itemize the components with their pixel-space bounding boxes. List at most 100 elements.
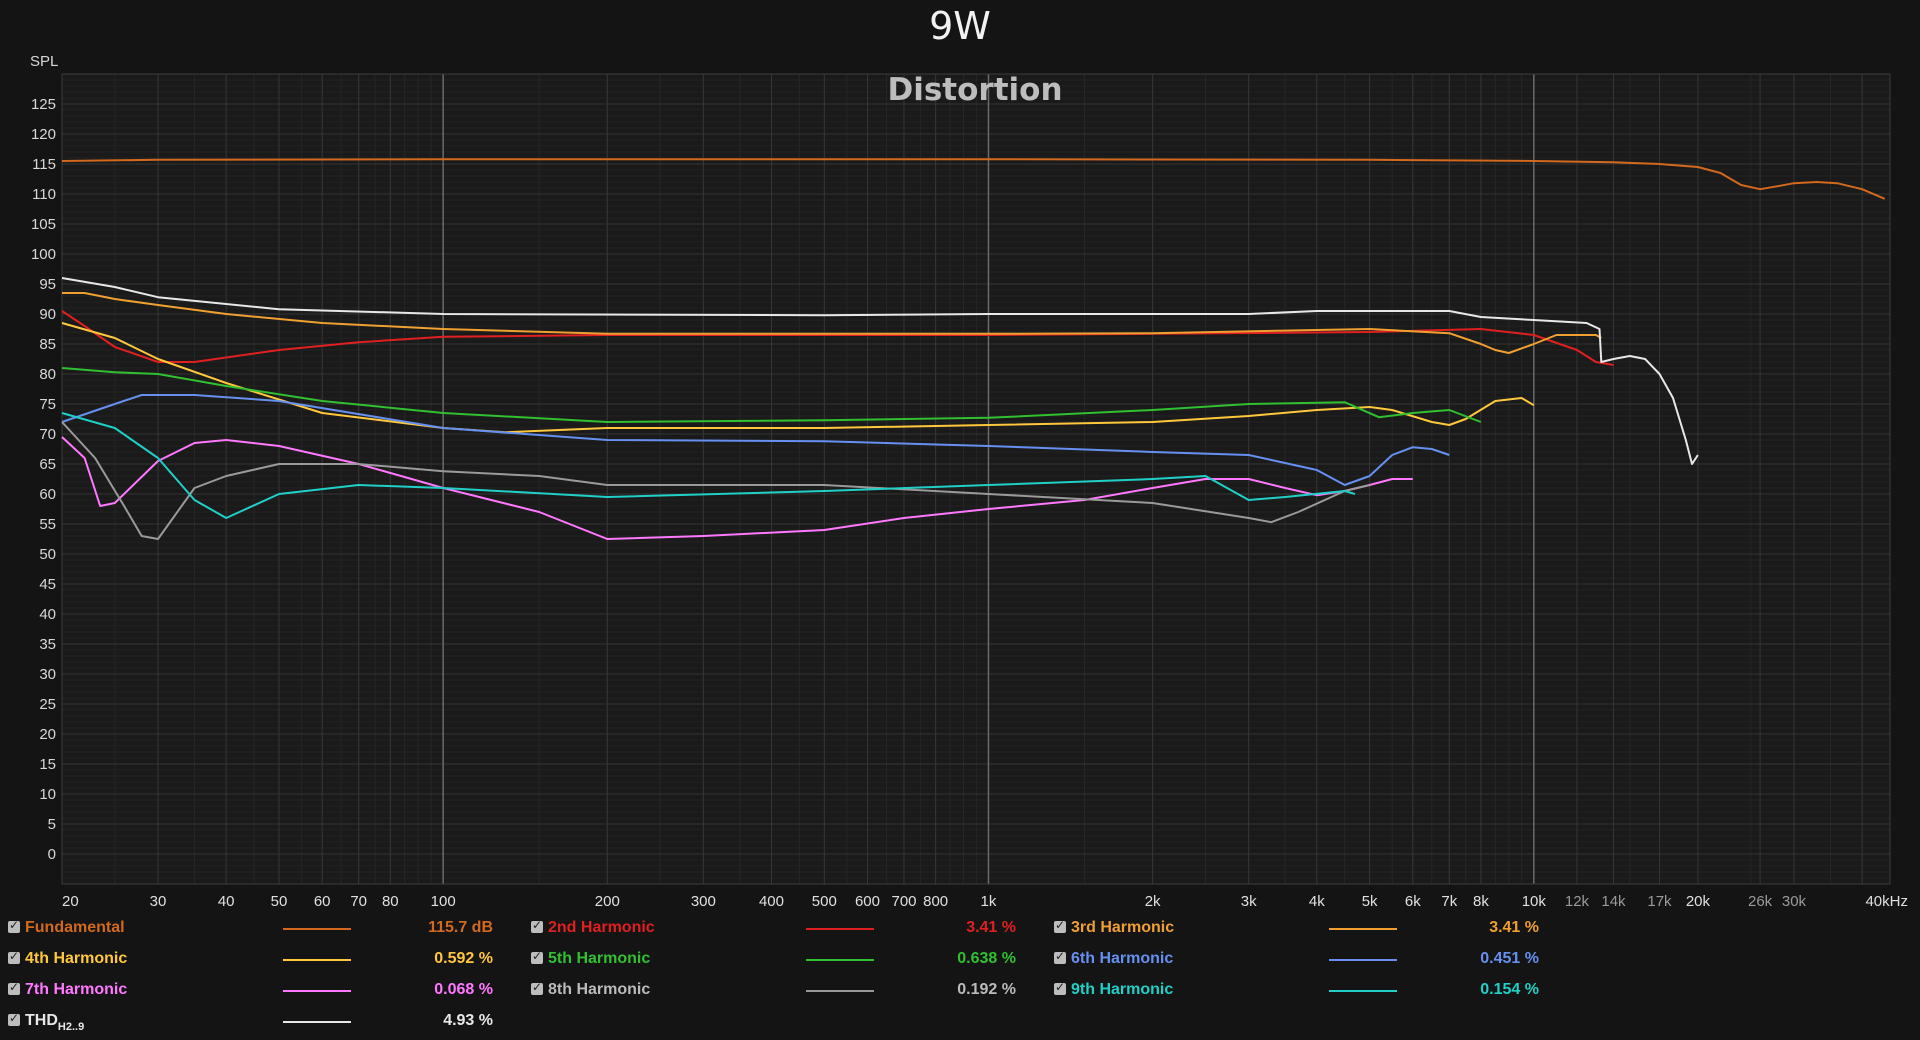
legend-checkbox[interactable] (531, 949, 543, 964)
legend-item: Fundamental 115.7 dB (8, 916, 528, 940)
legend-swatch (283, 990, 351, 992)
legend-item: THDH2..9 4.93 % (8, 1009, 528, 1033)
x-tick-label: 80 (382, 893, 399, 910)
legend-label-text: 8th Harmonic (548, 981, 651, 998)
series-line-4th-harmonic (61, 322, 1535, 434)
legend-swatch (806, 928, 874, 930)
series-line-3rd-harmonic (62, 292, 1602, 354)
legend-label: 3rd Harmonic (1071, 919, 1174, 937)
y-tick-label: 105 (31, 216, 56, 233)
legend-swatch (283, 959, 351, 961)
legend-value: 115.7 dB (428, 919, 493, 936)
legend-item: 7th Harmonic 0.068 % (8, 978, 528, 1002)
y-tick-label: 5 (48, 816, 56, 833)
x-tick-label: 6k (1405, 893, 1421, 910)
legend-item: 5th Harmonic 0.638 % (531, 947, 1051, 971)
x-tick-label: 12k (1565, 893, 1590, 910)
x-tick-label: 500 (812, 893, 837, 910)
legend-label: THDH2..9 (25, 1012, 85, 1033)
legend-checkbox[interactable] (531, 980, 543, 995)
x-tick-label: 30 (150, 893, 167, 910)
y-tick-label: 45 (39, 576, 56, 593)
legend-value: 0.068 % (434, 981, 493, 998)
x-tick-label: 8k (1473, 893, 1489, 910)
legend-checkbox[interactable] (1054, 918, 1066, 933)
legend-value: 0.638 % (957, 950, 1016, 967)
legend-value: 3.41 % (966, 919, 1016, 936)
legend-value: 0.154 % (1480, 981, 1539, 998)
legend-checkbox[interactable] (8, 949, 20, 964)
legend-value: 3.41 % (1489, 919, 1539, 936)
y-tick-label: 120 (31, 126, 56, 143)
y-tick-label: 110 (32, 186, 56, 203)
y-tick-label: 100 (31, 246, 56, 263)
legend-label-text: THD (25, 1012, 58, 1029)
x-tick-label: 3k (1241, 893, 1257, 910)
y-tick-label: 50 (39, 546, 56, 563)
y-tick-label: 55 (39, 516, 56, 533)
x-tick-label: 300 (691, 893, 716, 910)
x-tick-label: 26k (1748, 893, 1773, 910)
y-tick-label: 20 (39, 726, 56, 743)
legend-item: 2nd Harmonic 3.41 % (531, 916, 1051, 940)
x-tick-labels: 20 30 40 50 60 70 80 100 200 300 400 500 600 700 800 1k… (62, 893, 1908, 910)
x-tick-label: 5k (1362, 893, 1378, 910)
x-tick-label: 17k (1647, 893, 1672, 910)
legend-swatch (283, 928, 351, 930)
x-tick-label: 20 (62, 893, 79, 910)
legend-checkbox[interactable] (1054, 949, 1066, 964)
legend-label: 6th Harmonic (1071, 950, 1173, 968)
legend-item: 6th Harmonic 0.451 % (1054, 947, 1574, 971)
legend-label: 5th Harmonic (548, 950, 650, 968)
series-line-9th-harmonic (61, 412, 1356, 519)
legend-checkbox[interactable] (8, 1011, 20, 1026)
x-tick-label: 40 (218, 893, 235, 910)
legend-swatch (283, 1021, 351, 1023)
legend-item: 4th Harmonic 0.592 % (8, 947, 528, 971)
legend-label-text: 6th Harmonic (1071, 950, 1174, 967)
y-tick-label: 125 (31, 96, 56, 113)
legend-swatch (1329, 928, 1397, 930)
legend-swatch (806, 990, 874, 992)
legend-label-subscript: H2..9 (57, 1021, 85, 1033)
x-tick-label: 4k (1309, 893, 1325, 910)
legend-item: 8th Harmonic 0.192 % (531, 978, 1051, 1002)
legend-value: 0.451 % (1480, 950, 1539, 967)
x-tick-label: 40kHz (1865, 893, 1908, 910)
legend-checkbox[interactable] (531, 918, 543, 933)
y-tick-label: 35 (39, 636, 56, 653)
legend-checkbox[interactable] (8, 918, 20, 933)
x-tick-label: 14k (1601, 893, 1626, 910)
legend-value: 0.192 % (957, 981, 1016, 998)
legend-label-text: 4th Harmonic (25, 950, 128, 967)
legend-label-text: Fundamental (25, 919, 125, 936)
legend-label: 9th Harmonic (1071, 981, 1173, 999)
y-tick-label: 25 (39, 696, 56, 713)
legend-label-text: 2nd Harmonic (548, 919, 655, 936)
legend-item: 9th Harmonic 0.154 % (1054, 978, 1574, 1002)
series-lines (61, 158, 1886, 540)
y-tick-label: 40 (39, 606, 56, 623)
x-tick-label: 7k (1441, 893, 1457, 910)
x-tick-label: 60 (314, 893, 331, 910)
y-tick-label: 30 (39, 666, 56, 683)
legend-checkbox[interactable] (1054, 980, 1066, 995)
distortion-chart: 0 5 10 15 20 25 30 35 40 45 50 55 60 65 70 75 80 85 90 95 10… (30, 53, 1908, 910)
x-tick-label: 400 (759, 893, 784, 910)
y-tick-label: 95 (39, 276, 56, 293)
series-line-thd (61, 277, 1699, 465)
y-tick-label: 15 (39, 756, 56, 773)
x-tick-label: 1k (981, 893, 997, 910)
page-title: 9W (929, 4, 991, 48)
legend-label: 7th Harmonic (25, 981, 127, 999)
y-tick-label: 90 (39, 306, 56, 323)
legend-swatch (1329, 959, 1397, 961)
x-tick-label: 600 (855, 893, 880, 910)
legend-value: 0.592 % (434, 950, 493, 967)
legend-label-text: 7th Harmonic (25, 981, 128, 998)
y-tick-label: 65 (39, 456, 56, 473)
legend-checkbox[interactable] (8, 980, 20, 995)
y-tick-label: 10 (39, 786, 56, 803)
x-tick-label: 50 (271, 893, 288, 910)
y-axis-label: SPL (30, 53, 58, 70)
